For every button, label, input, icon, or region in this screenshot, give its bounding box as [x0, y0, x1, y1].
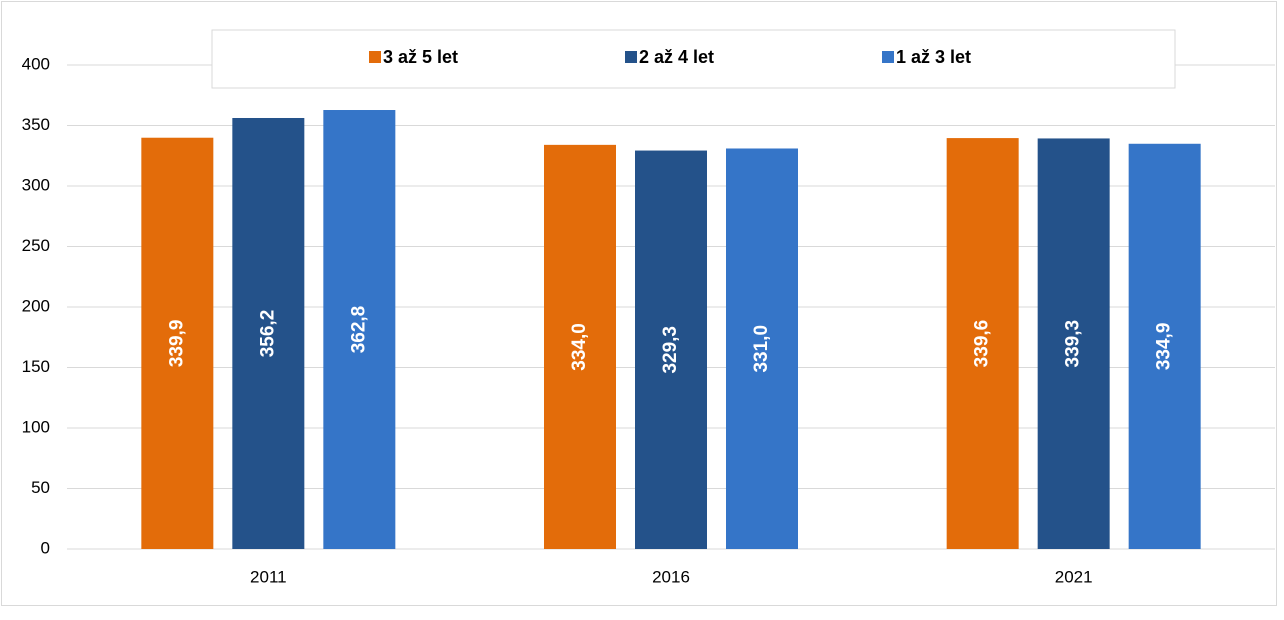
value-label: 331,0: [751, 325, 772, 373]
value-label: 339,9: [166, 320, 187, 368]
bar: [232, 117, 305, 550]
x-tick-label: 2021: [1055, 567, 1093, 586]
legend-swatch: [625, 51, 637, 63]
y-tick-label: 150: [22, 357, 50, 376]
y-tick-label: 250: [22, 236, 50, 255]
value-label: 334,9: [1154, 323, 1175, 371]
value-label: 339,6: [972, 320, 993, 368]
legend-swatch: [369, 51, 381, 63]
y-tick-label: 0: [41, 538, 50, 557]
bar: [1128, 143, 1201, 549]
value-label: 339,3: [1063, 320, 1084, 368]
legend-label: 2 až 4 let: [639, 47, 714, 67]
legend-swatch: [882, 51, 894, 63]
value-label: 329,3: [660, 326, 681, 374]
bar: [544, 144, 616, 550]
bar: [141, 137, 214, 549]
value-label: 362,8: [348, 306, 369, 354]
value-label: 334,0: [569, 323, 590, 371]
value-label: 356,2: [257, 310, 278, 358]
y-tick-label: 400: [22, 54, 50, 73]
bar: [1037, 138, 1110, 549]
bar: [323, 110, 396, 550]
bar: [946, 138, 1019, 550]
x-tick-label: 2016: [652, 567, 690, 586]
legend-label: 1 až 3 let: [896, 47, 971, 67]
bar: [635, 150, 707, 549]
bar: [726, 148, 798, 550]
y-tick-label: 50: [31, 478, 50, 497]
y-tick-label: 300: [22, 175, 50, 194]
x-tick-label: 2011: [250, 567, 287, 586]
y-tick-label: 100: [22, 417, 50, 436]
legend-label: 3 až 5 let: [383, 47, 458, 67]
y-tick-label: 200: [22, 296, 50, 315]
y-tick-label: 350: [22, 115, 50, 134]
